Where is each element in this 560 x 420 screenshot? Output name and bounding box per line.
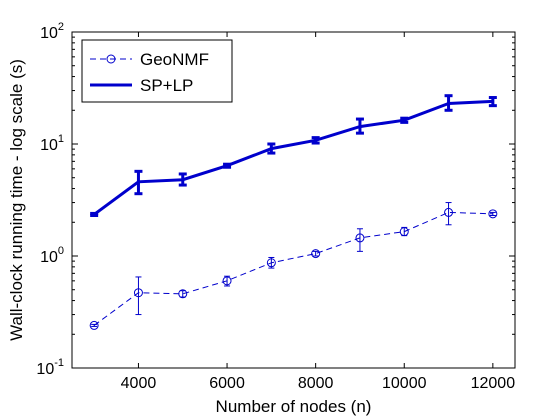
- plot-area: [71, 31, 516, 369]
- data-point-geonmf: [488, 209, 498, 219]
- y-axis-ticks: 10-1 100 101 102: [36, 21, 515, 378]
- data-point-geonmf: [89, 320, 99, 330]
- x-tick-label: 8000: [298, 375, 334, 392]
- y-tick-label: 10-1: [36, 357, 64, 378]
- x-axis-ticks: 4000 6000 8000 10000 12000: [121, 32, 516, 392]
- data-point-geonmf: [178, 289, 188, 299]
- data-point-geonmf: [444, 207, 454, 217]
- x-tick-label: 4000: [121, 375, 157, 392]
- legend-marker-geonmf: [106, 54, 116, 64]
- x-tick-label: 10000: [382, 375, 427, 392]
- data-point-geonmf: [266, 258, 276, 268]
- data-point-geonmf: [133, 288, 143, 298]
- y-tick-label: 100: [40, 245, 64, 266]
- series-layer: [89, 94, 498, 330]
- x-tick-label: 6000: [209, 375, 245, 392]
- legend-label-geonmf: GeoNMF: [140, 50, 209, 69]
- legend-label-sp-lp: SP+LP: [140, 76, 193, 95]
- series-line-geonmf: [93, 211, 493, 326]
- data-point-geonmf: [399, 227, 409, 237]
- x-axis-label: Number of nodes (n): [216, 397, 372, 416]
- data-point-geonmf: [222, 276, 232, 286]
- data-point-geonmf: [311, 249, 321, 259]
- y-tick-label: 101: [40, 133, 64, 154]
- data-point-geonmf: [355, 233, 365, 243]
- legend: GeoNMF SP+LP: [81, 39, 233, 103]
- plot-frame: [71, 31, 516, 369]
- y-axis-label: Wall-clock running time - log scale (s): [7, 59, 26, 341]
- y-tick-label: 102: [40, 21, 64, 42]
- legend-box: [81, 39, 233, 103]
- x-tick-label: 12000: [471, 375, 516, 392]
- series-line-sp-lp: [93, 99, 493, 216]
